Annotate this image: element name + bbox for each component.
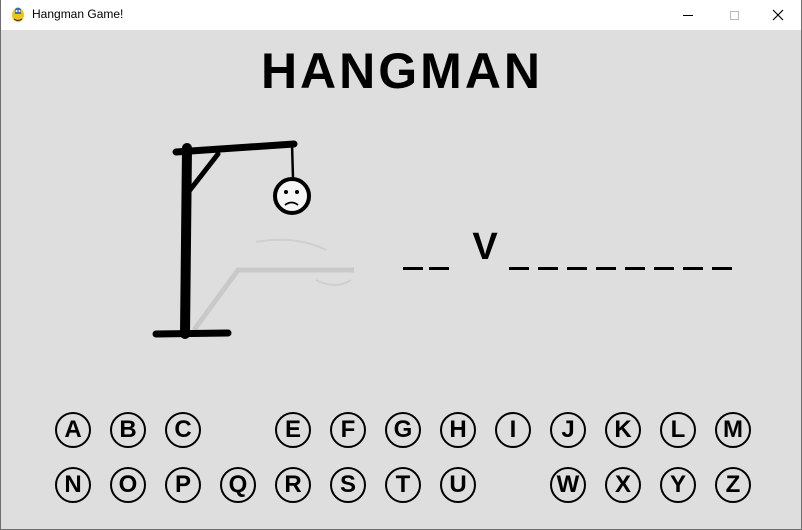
letter-button-n[interactable]: N	[55, 467, 91, 503]
word-slot-dash	[509, 267, 529, 270]
word-slot	[683, 226, 703, 276]
word-slot-dash	[567, 267, 587, 270]
word-slot: V	[472, 226, 497, 276]
gallows-post	[180, 143, 192, 339]
hangman-frown	[284, 201, 299, 206]
word-slot	[625, 226, 645, 276]
letter-button-j[interactable]: J	[550, 412, 586, 448]
letter-button-z[interactable]: Z	[715, 467, 751, 503]
letter-button-q[interactable]: Q	[220, 467, 256, 503]
letter-button-x[interactable]: X	[605, 467, 641, 503]
letter-button-s[interactable]: S	[330, 467, 366, 503]
letter-button-u[interactable]: U	[440, 467, 476, 503]
word-slot-dash	[429, 267, 449, 270]
python-snake-icon	[12, 7, 24, 22]
gallows-shadow	[191, 267, 354, 332]
hangman-drawing	[152, 140, 354, 339]
word-slot-dash	[403, 267, 423, 270]
word-slot-dash	[625, 267, 645, 270]
word-slot-dash	[683, 267, 703, 270]
letter-button-t[interactable]: T	[385, 467, 421, 503]
letter-button-f[interactable]: F	[330, 412, 366, 448]
word-slot	[429, 226, 449, 276]
window-title: Hangman Game!	[32, 7, 124, 21]
minimize-button[interactable]	[665, 0, 711, 30]
hangman-head	[273, 177, 311, 215]
gallows-shadow-smudge	[255, 238, 352, 286]
title-bar: Hangman Game!	[1, 0, 801, 30]
word-slot	[567, 226, 587, 276]
gallows-beam	[172, 140, 298, 156]
letter-button-l[interactable]: L	[660, 412, 696, 448]
word-slot	[509, 226, 529, 276]
letter-button-p[interactable]: P	[165, 467, 201, 503]
minimize-icon	[683, 14, 693, 16]
letter-button-y[interactable]: Y	[660, 467, 696, 503]
maximize-icon	[729, 10, 739, 20]
hangman-left-eye	[284, 190, 288, 194]
word-slot-dash	[712, 267, 732, 270]
close-button[interactable]	[755, 0, 801, 30]
word-slot	[596, 226, 616, 276]
maximize-button[interactable]	[711, 0, 757, 30]
gallows-rope	[290, 143, 295, 179]
letter-button-o[interactable]: O	[110, 467, 146, 503]
word-slot-dash	[596, 267, 616, 270]
word-slot	[654, 226, 674, 276]
letter-button-m[interactable]: M	[715, 412, 751, 448]
word-slot-letter: V	[472, 226, 498, 268]
gallows-brace	[187, 151, 221, 193]
game-title: HANGMAN	[260, 43, 544, 99]
letter-button-i[interactable]: I	[495, 412, 531, 448]
letter-button-w[interactable]: W	[550, 467, 586, 503]
word-slot	[538, 226, 558, 276]
letter-button-h[interactable]: H	[440, 412, 476, 448]
letter-button-b[interactable]: B	[110, 412, 146, 448]
close-icon	[772, 9, 784, 21]
word-slot	[712, 226, 732, 276]
word-slot	[403, 226, 423, 276]
letter-button-e[interactable]: E	[275, 412, 311, 448]
letter-button-c[interactable]: C	[165, 412, 201, 448]
gallows-base	[152, 329, 232, 338]
letter-button-g[interactable]: G	[385, 412, 421, 448]
letter-button-a[interactable]: A	[55, 412, 91, 448]
word-slot-dash	[654, 267, 674, 270]
hangman-right-eye	[295, 190, 299, 194]
letter-button-r[interactable]: R	[275, 467, 311, 503]
letter-button-k[interactable]: K	[605, 412, 641, 448]
word-slot-dash	[538, 267, 558, 270]
